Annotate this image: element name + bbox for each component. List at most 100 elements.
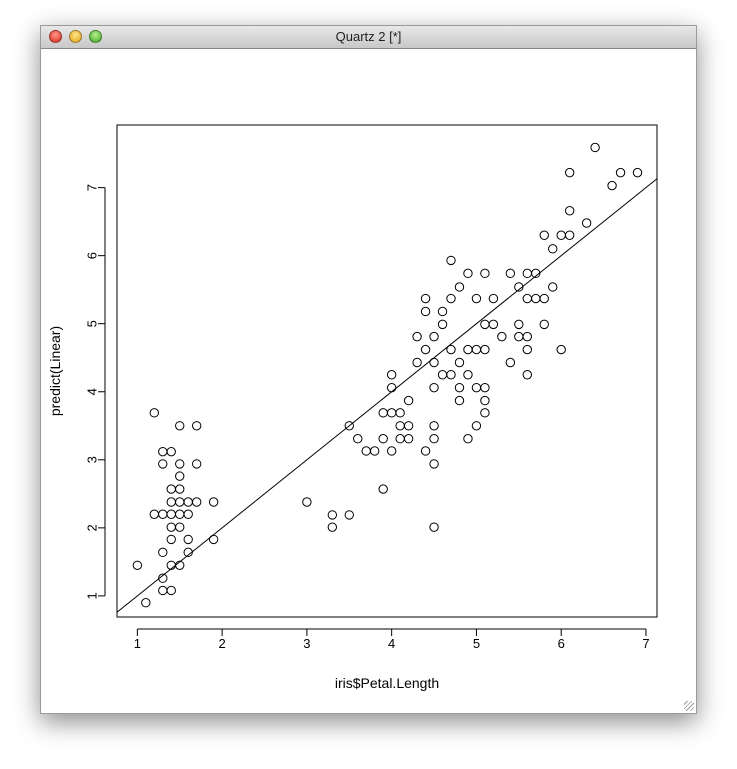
data-point xyxy=(497,331,507,342)
y-tick-label: 3 xyxy=(85,456,100,463)
data-point xyxy=(454,282,465,292)
data-point xyxy=(463,268,473,279)
data-point xyxy=(175,497,185,507)
reference-line xyxy=(116,178,658,613)
minimize-button[interactable] xyxy=(69,30,82,43)
data-point xyxy=(158,573,168,583)
data-point xyxy=(175,459,185,469)
data-point xyxy=(386,370,397,380)
data-point xyxy=(302,497,312,507)
data-point xyxy=(454,382,465,393)
data-point xyxy=(183,509,193,519)
data-point xyxy=(480,268,490,279)
data-point xyxy=(531,293,541,304)
data-point xyxy=(488,293,499,304)
data-point xyxy=(437,370,448,380)
data-point xyxy=(378,484,388,494)
data-point xyxy=(522,370,532,380)
data-point xyxy=(175,522,185,532)
window-title: Quartz 2 [*] xyxy=(335,29,402,44)
data-point xyxy=(556,344,566,355)
data-point xyxy=(514,331,524,342)
data-point xyxy=(514,319,524,330)
x-axis-label: iris$Petal.Length xyxy=(335,675,439,691)
data-point xyxy=(539,230,549,240)
resize-grip[interactable] xyxy=(684,701,694,711)
data-point xyxy=(429,459,439,469)
data-point xyxy=(158,585,168,596)
data-point xyxy=(141,598,151,608)
data-point xyxy=(191,459,202,469)
data-point xyxy=(471,293,482,304)
data-point xyxy=(166,497,176,507)
data-point xyxy=(480,344,490,355)
data-point xyxy=(166,522,176,532)
data-point xyxy=(480,408,490,418)
data-point xyxy=(446,293,456,304)
data-point xyxy=(471,382,482,393)
data-point xyxy=(429,331,439,342)
data-point xyxy=(183,534,193,545)
data-point xyxy=(590,142,600,153)
data-point xyxy=(463,370,473,380)
data-point xyxy=(429,421,439,431)
data-point xyxy=(158,509,168,519)
data-point xyxy=(429,357,439,368)
data-point xyxy=(344,421,354,431)
data-point xyxy=(632,167,643,178)
data-point xyxy=(437,306,448,317)
data-point xyxy=(175,509,185,519)
data-point xyxy=(149,408,159,418)
data-point xyxy=(412,331,422,342)
data-point xyxy=(420,306,431,317)
data-point xyxy=(480,319,490,330)
data-point xyxy=(471,421,482,431)
data-point xyxy=(471,344,482,355)
data-point xyxy=(514,282,524,292)
x-tick-label: 7 xyxy=(642,636,649,651)
data-point xyxy=(454,357,465,368)
data-point xyxy=(361,446,371,456)
data-point xyxy=(429,382,439,393)
y-axis-label: predict(Linear) xyxy=(47,326,63,416)
data-point xyxy=(548,244,558,254)
data-point xyxy=(158,446,168,457)
data-point xyxy=(615,167,626,178)
data-point xyxy=(166,484,176,494)
data-point xyxy=(429,522,439,532)
data-point xyxy=(166,446,176,457)
zoom-button[interactable] xyxy=(89,30,102,43)
data-point xyxy=(166,534,176,545)
data-point xyxy=(463,434,473,444)
data-point xyxy=(446,344,456,355)
data-point xyxy=(327,510,338,520)
data-point xyxy=(327,522,338,532)
close-button[interactable] xyxy=(49,30,62,43)
y-tick-label: 6 xyxy=(85,252,100,259)
data-point xyxy=(386,446,397,456)
data-point xyxy=(395,421,405,431)
data-point xyxy=(378,408,388,418)
data-point xyxy=(556,230,566,240)
data-point xyxy=(446,370,456,380)
title-bar[interactable]: Quartz 2 [*] xyxy=(41,26,696,49)
data-point xyxy=(403,421,414,431)
data-point xyxy=(166,509,176,519)
y-tick-label: 1 xyxy=(85,592,100,599)
data-point xyxy=(454,395,465,406)
data-point xyxy=(183,497,193,507)
data-point xyxy=(149,509,159,519)
data-point xyxy=(488,319,499,330)
data-point xyxy=(463,344,473,355)
data-point xyxy=(175,484,185,494)
data-point xyxy=(386,382,397,393)
data-point xyxy=(378,434,388,444)
data-point xyxy=(386,408,397,418)
x-tick-label: 5 xyxy=(473,636,480,651)
data-point xyxy=(480,382,490,393)
data-point xyxy=(437,319,448,330)
data-point xyxy=(548,282,558,292)
data-point xyxy=(395,434,405,444)
data-point xyxy=(420,446,431,456)
x-tick-label: 6 xyxy=(558,636,565,651)
